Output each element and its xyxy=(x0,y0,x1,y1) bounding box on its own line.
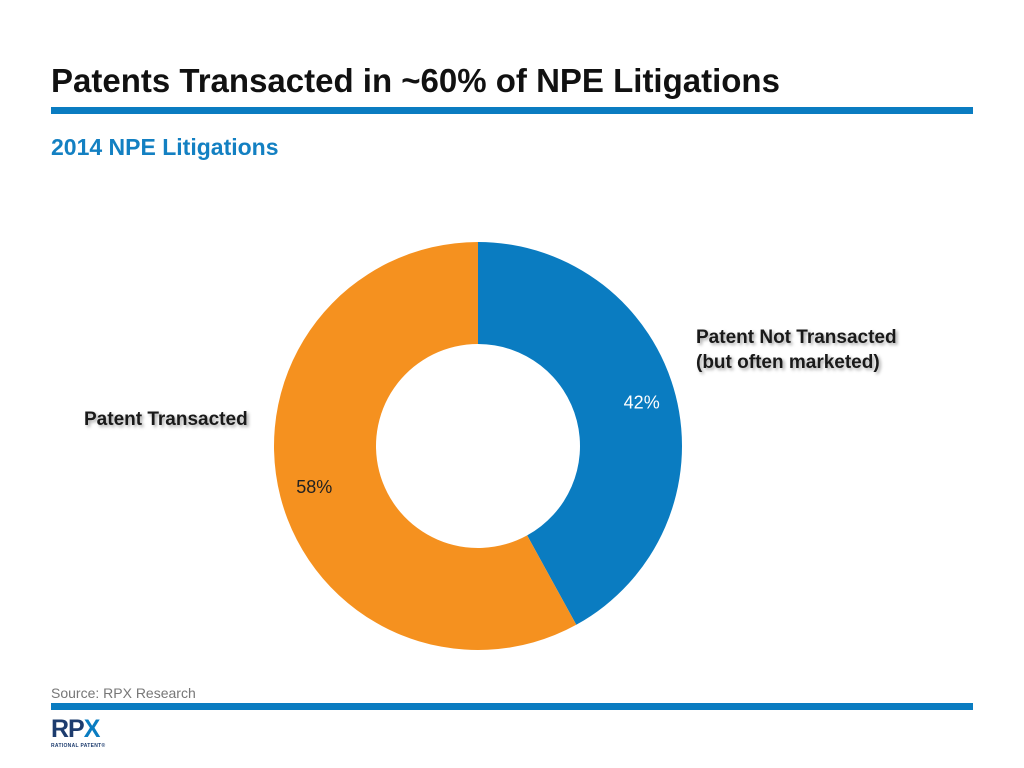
rpx-logo-mark: RPX xyxy=(51,715,100,743)
footer-divider xyxy=(51,703,973,710)
source-note: Source: RPX Research xyxy=(51,685,196,701)
legend-label-not-transacted-line1: Patent Not Transacted xyxy=(696,327,897,348)
slide-title: Patents Transacted in ~60% of NPE Litiga… xyxy=(51,62,780,99)
legend-label-transacted-line1: Patent Transacted xyxy=(84,409,248,430)
rpx-logo: RPX RATIONAL PATENT® xyxy=(51,717,121,751)
donut-slice-1 xyxy=(274,242,577,650)
legend-label-not-transacted: Patent Not Transacted (but often markete… xyxy=(696,325,897,375)
chart-subtitle: 2014 NPE Litigations xyxy=(51,134,279,160)
title-divider xyxy=(51,107,973,114)
legend-label-not-transacted-line2: (but often marketed) xyxy=(696,352,880,373)
rpx-logo-tagline: RATIONAL PATENT® xyxy=(51,743,106,749)
legend-label-transacted: Patent Transacted xyxy=(84,407,248,432)
donut-data-label-1: 58% xyxy=(296,477,332,497)
donut-slice-0 xyxy=(478,242,682,625)
donut-data-label-0: 42% xyxy=(624,393,660,413)
